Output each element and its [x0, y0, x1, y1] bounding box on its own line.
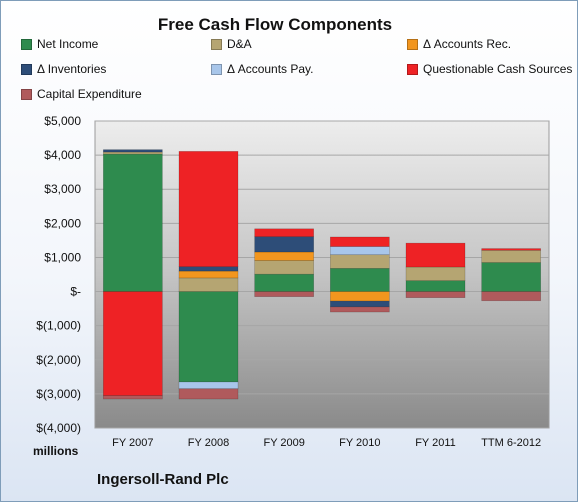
- legend-label: Δ Inventories: [37, 62, 107, 76]
- legend-swatch: [407, 63, 418, 75]
- plot-area: [94, 120, 550, 429]
- legend-item: D&A: [211, 37, 252, 51]
- bar-segment: [254, 236, 314, 253]
- bar-segment: [330, 254, 390, 269]
- y-tick-label: $(1,000): [36, 319, 81, 333]
- bar-segment: [103, 395, 163, 400]
- legend-item: Δ Inventories: [21, 62, 106, 76]
- bar-segment: [330, 236, 390, 247]
- y-tick-label: $-: [70, 285, 81, 299]
- legend-swatch: [21, 88, 32, 100]
- bar-segment: [330, 291, 390, 302]
- bar-segment: [178, 266, 239, 272]
- bar-segment: [330, 268, 390, 292]
- legend-swatch: [211, 38, 222, 50]
- bar-segment: [405, 280, 466, 292]
- legend-swatch: [21, 38, 32, 50]
- bar-segment: [103, 149, 163, 153]
- chart-legend: Net Income D&A Δ Accounts Rec. Δ Inventorie…: [21, 37, 572, 107]
- legend-label: Δ Accounts Pay.: [227, 62, 314, 76]
- legend-label: Capital Expenditure: [37, 87, 142, 101]
- bar-segment: [481, 248, 541, 251]
- bar-segment: [178, 381, 239, 390]
- x-tick-label: TTM 6-2012: [481, 437, 541, 449]
- bar-segment: [178, 277, 239, 292]
- legend-item: Δ Accounts Pay.: [211, 62, 314, 76]
- bar-segment: [330, 300, 390, 308]
- legend-item: Capital Expenditure: [21, 87, 142, 101]
- y-tick-label: $1,000: [44, 250, 81, 264]
- bar-segment: [254, 273, 314, 292]
- bar-segment: [254, 291, 314, 297]
- x-tick-label: FY 2010: [339, 437, 380, 449]
- y-tick-label: $(4,000): [36, 421, 81, 435]
- legend-item: Questionable Cash Sources: [407, 62, 572, 76]
- y-tick-label: $5,000: [44, 114, 81, 128]
- y-axis-units-label: millions: [33, 444, 79, 458]
- bar-segment: [178, 151, 239, 267]
- bar-segment: [405, 291, 466, 298]
- y-tick-label: $2,000: [44, 216, 81, 230]
- bar-segment: [330, 246, 390, 256]
- bar-segment: [103, 151, 163, 155]
- bar-segment: [254, 228, 314, 237]
- y-tick-label: $(3,000): [36, 387, 81, 401]
- y-tick-label: $3,000: [44, 182, 81, 196]
- legend-label: D&A: [227, 37, 252, 51]
- bar-segment: [103, 153, 163, 292]
- bar-segment: [178, 388, 239, 400]
- legend-swatch: [21, 63, 32, 75]
- bar-segment: [103, 291, 163, 396]
- y-tick-label: $4,000: [44, 148, 81, 162]
- legend-swatch: [407, 38, 418, 50]
- legend-label: Net Income: [37, 37, 99, 51]
- x-tick-label: FY 2011: [415, 437, 456, 449]
- bar-segment: [254, 251, 314, 261]
- x-tick-label: FY 2007: [112, 437, 153, 449]
- bar-segment: [481, 249, 541, 263]
- bar-segment: [330, 306, 390, 313]
- legend-label: Questionable Cash Sources: [423, 62, 573, 76]
- bar-segment: [405, 266, 466, 281]
- y-tick-label: $(2,000): [36, 353, 81, 367]
- company-name: Ingersoll-Rand Plc: [97, 471, 229, 488]
- bar-segment: [178, 291, 239, 383]
- bar-segment: [254, 260, 314, 275]
- legend-item: Net Income: [21, 37, 98, 51]
- chart-title: Free Cash Flow Components: [157, 15, 393, 34]
- legend-swatch: [211, 63, 222, 75]
- x-tick-label: FY 2009: [263, 437, 304, 449]
- bar-segment: [481, 291, 541, 302]
- bar-segment: [405, 242, 466, 268]
- x-tick-label: FY 2008: [188, 437, 229, 449]
- legend-label: Δ Accounts Rec.: [423, 37, 512, 51]
- bar-segment: [178, 270, 239, 279]
- bar-segment: [481, 262, 541, 292]
- legend-item: Δ Accounts Rec.: [407, 37, 511, 51]
